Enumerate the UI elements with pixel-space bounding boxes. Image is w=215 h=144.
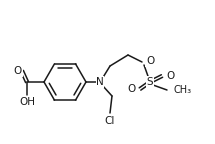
Text: O: O [128, 84, 136, 94]
Text: O: O [146, 56, 154, 66]
Text: O: O [166, 71, 174, 81]
Text: OH: OH [19, 97, 35, 107]
Text: Cl: Cl [105, 116, 115, 126]
Text: O: O [14, 66, 22, 76]
Text: S: S [147, 77, 153, 87]
Text: N: N [96, 77, 104, 87]
Text: CH₃: CH₃ [174, 85, 192, 95]
